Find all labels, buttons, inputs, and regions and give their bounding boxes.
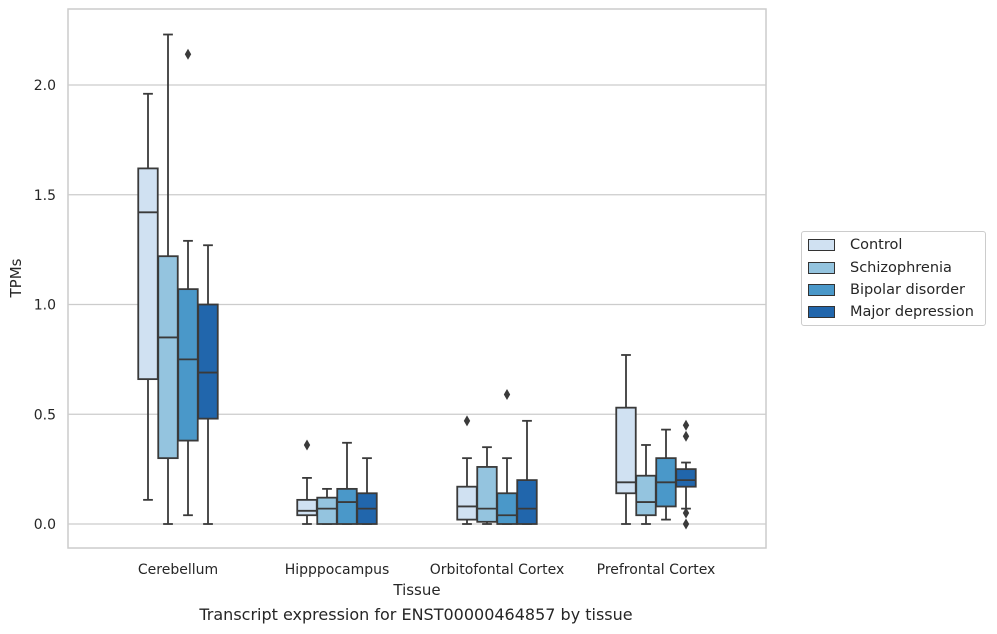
outlier-point bbox=[682, 507, 690, 519]
box-bipolar-disorder bbox=[655, 428, 677, 521]
box-major-depression bbox=[516, 419, 538, 525]
box-bipolar-disorder bbox=[496, 388, 518, 525]
box-iqr bbox=[615, 406, 637, 495]
box-iqr bbox=[496, 492, 518, 525]
outlier-point bbox=[303, 439, 311, 451]
x-tick-labels: Cerebellum Hipppocampus Orbitofontal Corte… bbox=[138, 562, 715, 578]
x-axis-label: Tissue bbox=[392, 581, 440, 599]
outlier-point bbox=[463, 415, 471, 427]
y-tick-label: 1.0 bbox=[34, 298, 56, 314]
box-control bbox=[137, 92, 159, 501]
legend-item-bipolar-disorder: Bipolar disorder bbox=[808, 280, 965, 300]
legend: Control Schizophrenia Bipolar disorder M… bbox=[801, 231, 986, 326]
legend-label-schizophrenia: Schizophrenia bbox=[850, 260, 952, 276]
box-schizophrenia bbox=[157, 33, 179, 525]
legend-label-bipolar-disorder: Bipolar disorder bbox=[850, 282, 965, 298]
box-iqr bbox=[675, 468, 697, 488]
chart-caption: Transcript expression for ENST0000046485… bbox=[199, 605, 633, 624]
legend-item-control: Control bbox=[808, 235, 902, 255]
x-tick-label: Cerebellum bbox=[138, 562, 218, 578]
box-iqr bbox=[137, 167, 159, 381]
legend-label-major-depression: Major depression bbox=[850, 304, 974, 320]
x-tick-label: Prefrontal Cortex bbox=[597, 562, 716, 578]
legend-swatch-bipolar-disorder bbox=[808, 284, 835, 296]
box-control bbox=[615, 354, 637, 525]
box-control bbox=[456, 415, 478, 525]
outlier-point bbox=[682, 430, 690, 442]
box-iqr bbox=[635, 474, 657, 517]
legend-item-schizophrenia: Schizophrenia bbox=[808, 258, 952, 278]
outlier-point bbox=[503, 388, 511, 400]
outlier-point bbox=[682, 419, 690, 431]
box-schizophrenia bbox=[476, 446, 498, 525]
legend-swatch-schizophrenia bbox=[808, 262, 835, 274]
x-tick-label: Orbitofontal Cortex bbox=[430, 562, 565, 578]
box-iqr bbox=[296, 498, 318, 517]
y-tick-label: 2.0 bbox=[34, 78, 56, 94]
box-bipolar-disorder bbox=[177, 48, 199, 517]
outlier-point bbox=[184, 48, 192, 60]
legend-label-control: Control bbox=[850, 237, 903, 253]
box-schizophrenia bbox=[316, 487, 338, 525]
box-iqr bbox=[177, 288, 199, 442]
legend-swatch-control bbox=[808, 239, 835, 251]
outlier-point bbox=[682, 518, 690, 530]
box-major-depression bbox=[675, 419, 697, 530]
box-bipolar-disorder bbox=[336, 441, 358, 525]
box-iqr bbox=[456, 485, 478, 521]
box-iqr bbox=[157, 255, 179, 460]
legend-item-major-depression: Major depression bbox=[808, 302, 974, 322]
box-major-depression bbox=[356, 457, 378, 525]
y-tick-label: 1.5 bbox=[34, 188, 56, 204]
y-tick-label: 0.0 bbox=[34, 517, 56, 533]
box-iqr bbox=[336, 487, 358, 525]
y-tick-label: 0.5 bbox=[34, 407, 56, 423]
x-tick-label: Hipppocampus bbox=[285, 562, 390, 578]
box-iqr bbox=[197, 303, 219, 420]
y-axis-label: TPMs bbox=[7, 258, 25, 298]
legend-swatch-major-depression bbox=[808, 306, 835, 318]
box-schizophrenia bbox=[635, 444, 657, 525]
box-iqr bbox=[476, 466, 498, 523]
plot-area-frame bbox=[67, 8, 767, 549]
y-tick-labels: 0.0 0.5 1.0 1.5 2.0 bbox=[34, 78, 56, 533]
box-control bbox=[296, 439, 318, 525]
box-major-depression bbox=[197, 244, 219, 525]
box-iqr bbox=[516, 479, 538, 525]
box-iqr bbox=[316, 496, 338, 525]
box-series-layer bbox=[137, 33, 697, 530]
